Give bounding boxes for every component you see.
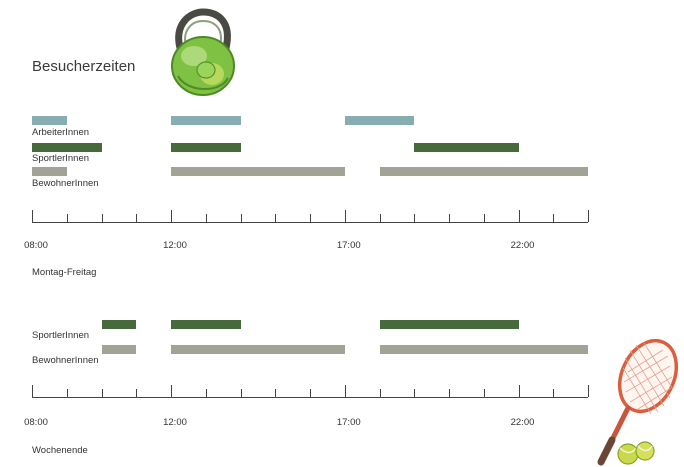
category-label: BewohnerInnen — [32, 178, 99, 189]
x-axis-tick — [32, 210, 33, 222]
bar-sportlerinnen — [101, 320, 137, 329]
bar-sportlerinnen — [414, 143, 519, 152]
bar-arbeiterinnen — [32, 116, 67, 125]
x-axis-tick — [32, 385, 33, 397]
x-axis-tick — [310, 389, 311, 397]
x-axis-tick — [67, 214, 68, 222]
x-axis-tick — [345, 210, 346, 222]
x-axis-tick — [588, 210, 589, 222]
x-axis-tick — [553, 214, 554, 222]
x-axis-tick — [102, 214, 103, 222]
x-tick-label: 22:00 — [510, 417, 535, 428]
tennis-racket-icon — [597, 338, 679, 466]
x-axis-tick — [171, 210, 172, 222]
x-axis-tick — [67, 389, 68, 397]
bar-bewohnerinnen — [379, 167, 588, 176]
x-axis-tick — [275, 214, 276, 222]
x-axis-tick — [414, 214, 415, 222]
bar-sportlerinnen — [171, 320, 241, 329]
x-axis-tick — [171, 385, 172, 397]
chart-caption: Wochenende — [32, 445, 88, 456]
x-axis-tick — [380, 214, 381, 222]
category-label: BewohnerInnen — [32, 355, 99, 366]
x-axis-line — [32, 222, 588, 223]
bar-bewohnerinnen — [171, 167, 345, 176]
x-axis-line — [32, 397, 588, 398]
x-tick-label: 17:00 — [336, 417, 361, 428]
x-axis-tick — [380, 389, 381, 397]
x-tick-label: 08:00 — [24, 240, 48, 251]
x-axis-tick — [136, 214, 137, 222]
x-axis-tick — [241, 214, 242, 222]
x-axis-tick — [414, 389, 415, 397]
bar-arbeiterinnen — [344, 116, 415, 125]
bar-sportlerinnen — [32, 143, 102, 152]
x-axis-tick — [519, 385, 520, 397]
x-tick-label: 17:00 — [336, 240, 361, 251]
category-label: SportlerInnen — [32, 153, 90, 164]
category-label: SportlerInnen — [32, 330, 90, 341]
x-axis-tick — [102, 389, 103, 397]
bar-bewohnerinnen — [379, 345, 588, 354]
x-axis-tick — [345, 385, 346, 397]
x-axis-tick — [206, 214, 207, 222]
x-axis-tick — [310, 214, 311, 222]
x-tick-label: 12:00 — [163, 417, 187, 428]
category-label: ArbeiterInnen — [32, 127, 90, 138]
chart-title: Besucherzeiten — [32, 58, 136, 75]
x-axis-tick — [275, 389, 276, 397]
bar-arbeiterinnen — [171, 116, 241, 125]
x-tick-label: 12:00 — [163, 240, 187, 251]
bar-bewohnerinnen — [101, 345, 137, 354]
bar-bewohnerinnen — [171, 345, 345, 354]
x-axis-tick — [449, 214, 450, 222]
x-tick-label: 22:00 — [510, 240, 535, 251]
x-axis-tick — [484, 389, 485, 397]
bar-sportlerinnen — [379, 320, 519, 329]
x-axis-tick — [206, 389, 207, 397]
x-axis-tick — [136, 389, 137, 397]
chart-caption: Montag-Freitag — [32, 267, 97, 278]
x-tick-label: 08:00 — [24, 417, 48, 428]
x-axis-tick — [588, 385, 589, 397]
bar-sportlerinnen — [171, 143, 241, 152]
x-axis-tick — [449, 389, 450, 397]
kettlebell-icon — [171, 8, 235, 96]
x-axis-tick — [553, 389, 554, 397]
x-axis-tick — [484, 214, 485, 222]
x-axis-tick — [241, 389, 242, 397]
x-axis-tick — [519, 210, 520, 222]
bar-bewohnerinnen — [32, 167, 67, 176]
